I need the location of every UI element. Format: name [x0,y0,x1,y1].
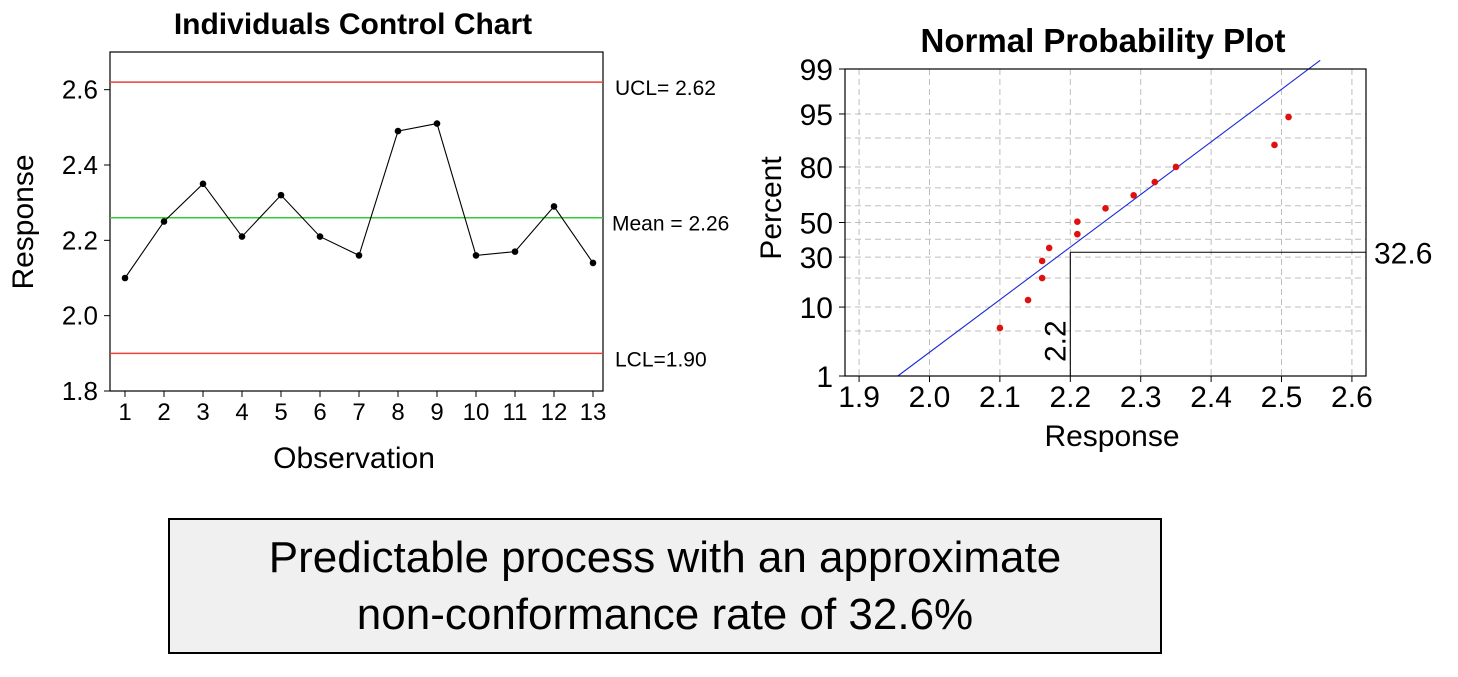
y-tick-label: 2.2 [62,225,98,255]
charts-canvas: Individuals Control Chart UCL= 2.62 Mean … [7,8,1432,475]
data-point [1271,141,1278,149]
data-point [589,259,597,267]
individuals-control-chart: Individuals Control Chart UCL= 2.62 Mean … [7,8,729,475]
control-chart-y-ticks: 1.8 2.0 2.2 2.4 2.6 [62,75,110,406]
x-tick-label: 9 [430,399,443,426]
x-tick-label: 1 [118,399,131,426]
mean-label: Mean = 2.26 [612,213,729,236]
data-point [550,203,558,210]
data-point [355,252,363,259]
x-tick-label: 2.3 [1120,381,1162,414]
conclusion-text: Predictable process with an approximate … [269,529,1061,643]
data-point [511,248,519,255]
x-tick-label: 12 [541,399,568,426]
control-chart-frame [109,51,604,392]
y-tick-label: 50 [800,208,833,241]
fitted-distribution-line [897,59,1321,377]
ucl-label: UCL= 2.62 [615,77,716,100]
data-point [316,233,324,240]
y-tick-label: 99 [800,54,833,87]
data-point [996,324,1004,332]
y-tick-label: 2.4 [62,150,98,180]
conclusion-line-1: Predictable process with an approximate [268,532,1062,582]
y-tick-label: 80 [800,152,833,185]
x-tick-label: 10 [463,399,490,426]
y-tick-label: 10 [800,292,833,325]
x-tick-label: 6 [313,399,326,426]
y-tick-label: 95 [800,99,833,132]
control-chart-y-axis-label: Response [7,154,40,289]
control-chart-series [121,120,597,282]
data-point [1074,230,1081,238]
x-tick-label: 2.5 [1261,381,1303,414]
data-point [1038,274,1046,282]
x-tick-label: 2.2 [1049,381,1091,414]
data-point [199,180,207,188]
data-point [472,252,480,259]
control-chart-x-ticks: 1 2 3 4 5 6 7 8 9 10 11 12 13 [118,391,606,426]
y-tick-label: 1.8 [62,376,98,406]
probability-plot-x-ticks: 1.9 2.0 2.1 2.2 2.3 2.4 2.5 2.6 [838,376,1373,414]
data-point [160,218,168,225]
control-chart-title: Individuals Control Chart [174,8,532,41]
data-point [238,233,246,240]
x-tick-label: 2.4 [1190,381,1232,414]
data-point [1285,113,1292,121]
probability-plot-x-axis-label: Response [1044,420,1179,453]
data-point [1038,257,1046,265]
x-tick-label: 4 [235,399,248,426]
data-point [1172,163,1180,171]
data-point [1102,205,1109,212]
x-tick-label: 8 [391,399,404,426]
data-point [1151,178,1159,186]
data-point [1024,296,1032,304]
y-tick-label: 2.0 [62,301,98,331]
y-tick-label: 2.6 [62,75,98,105]
data-point [277,191,285,199]
x-tick-label: 3 [196,399,209,426]
data-point [1074,218,1081,225]
x-tick-label: 11 [503,399,528,426]
annotation-percent-label: 32.6 [1374,237,1432,270]
data-point [121,274,129,282]
conclusion-line-2: non-conformance rate of 32.6% [356,590,974,639]
lcl-label: LCL=1.90 [615,348,707,371]
data-point [433,120,441,127]
probability-plot-y-axis-label: Percent [755,156,788,260]
x-tick-label: 2 [157,399,170,426]
x-tick-label: 2.0 [909,381,951,414]
probability-plot-fit [897,59,1321,377]
x-tick-label: 13 [580,399,607,426]
control-chart-x-axis-label: Observation [273,442,435,475]
probability-plot-annotation: 32.6 2.2 [1039,237,1432,376]
y-tick-label: 1 [816,361,833,394]
control-limit-lines: UCL= 2.62 Mean = 2.26 LCL=1.90 [110,77,729,371]
probability-plot-title: Normal Probability Plot [921,22,1286,59]
x-tick-label: 2.1 [979,381,1021,414]
probability-plot-points [996,113,1292,332]
y-tick-label: 30 [800,242,833,275]
data-point [1045,244,1053,252]
data-point [1130,191,1137,199]
x-tick-label: 1.9 [838,381,880,414]
data-point [394,127,402,135]
annotation-response-label: 2.2 [1039,320,1072,362]
x-tick-label: 2.6 [1331,381,1373,414]
x-tick-label: 7 [352,399,365,426]
conclusion-box: Predictable process with an approximate … [168,518,1162,654]
x-tick-label: 5 [274,399,287,426]
